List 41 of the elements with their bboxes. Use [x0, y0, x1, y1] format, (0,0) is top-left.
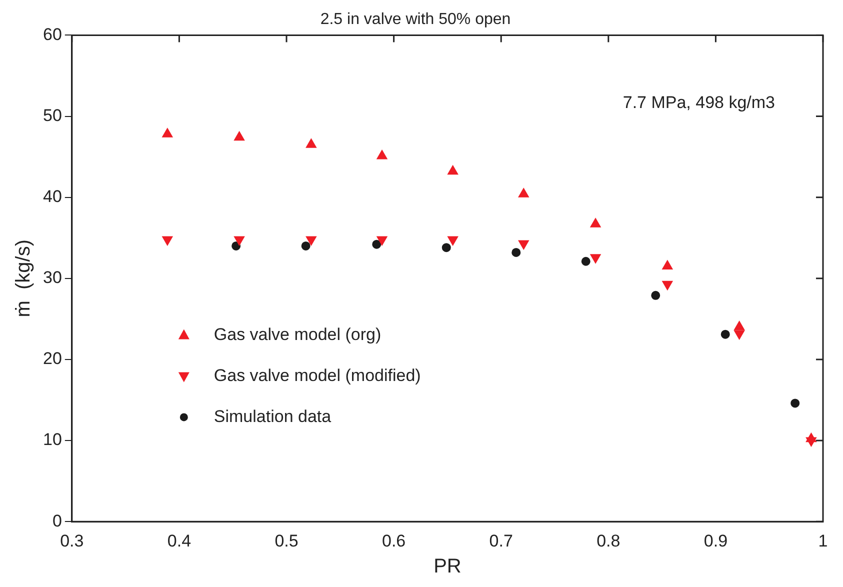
point [590, 218, 601, 228]
y-tick-label: 60 [42, 24, 62, 44]
point [306, 138, 316, 148]
point [734, 321, 745, 330]
chart-title: 2.5 in valve with 50% open [320, 11, 511, 28]
y-tick-label: 50 [42, 106, 62, 125]
point [734, 330, 745, 340]
x-axis-title: PR [434, 556, 462, 578]
point [232, 241, 241, 250]
y-tick-label: 40 [42, 187, 62, 206]
legend-label: Simulation data [214, 406, 332, 426]
y-axis-title: ṁ (kg/s) [12, 240, 35, 318]
point [662, 260, 673, 270]
y-tick-label: 20 [42, 349, 62, 368]
annotation: 7.7 MPa, 498 kg/m3 [622, 92, 775, 112]
point [301, 241, 310, 250]
point [162, 128, 173, 138]
point [376, 150, 388, 160]
x-tick-label: 0.5 [274, 531, 298, 550]
y-tick-label: 10 [42, 430, 62, 450]
point [518, 188, 529, 198]
legend-label: Gas valve model (modified) [214, 366, 421, 385]
point [234, 131, 245, 141]
point [790, 398, 800, 408]
point [651, 290, 660, 300]
y-tick-label: 30 [42, 268, 62, 288]
x-tick-label: 0.8 [596, 531, 620, 550]
point [442, 243, 451, 252]
x-tick-label: 0.3 [60, 531, 84, 550]
x-tick-label: 0.6 [382, 531, 406, 550]
x-tick-label: 1 [818, 531, 828, 550]
point [512, 248, 521, 257]
point [581, 256, 590, 266]
x-tick-label: 0.9 [704, 531, 728, 550]
legend-label: Gas valve model (org) [214, 324, 382, 344]
x-tick-label: 0.7 [489, 531, 513, 550]
point [448, 165, 458, 175]
x-tick-label: 0.4 [167, 531, 192, 550]
y-tick-label: 0 [52, 511, 62, 530]
point [720, 330, 730, 339]
point [372, 240, 382, 249]
